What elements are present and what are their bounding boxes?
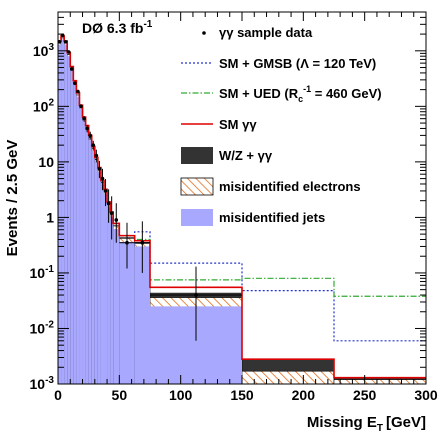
y-tick-label: 102 <box>33 97 55 114</box>
x-tick-label: 0 <box>54 387 62 403</box>
hist-bar-misidentified-jets <box>85 129 89 384</box>
hist-bar-misidentified-jets <box>61 39 65 384</box>
hist-bar-misidentified-jets <box>79 108 83 384</box>
legend-entry: misidentified electrons <box>219 179 361 194</box>
legend-entry: SM + UED (Rc-1 = 460 GeV) <box>219 84 382 104</box>
data-point <box>114 203 119 243</box>
hist-bar-misidentified-jets <box>107 207 111 384</box>
legend-marker-wz <box>181 147 213 164</box>
hist-bar-misidentified-jets <box>94 161 98 384</box>
y-axis-label: Events / 2.5 GeV <box>4 140 21 257</box>
data-point <box>94 149 99 163</box>
hist-bar-misidentified-jets <box>88 139 92 384</box>
y-tick-label: 10 <box>38 154 54 170</box>
data-point <box>103 179 108 207</box>
hist-bar-misidentified-electrons <box>241 370 335 384</box>
data-point <box>76 89 80 94</box>
hist-bar-misidentified-jets <box>58 44 62 384</box>
hist-bar-misidentified-jets <box>82 120 86 384</box>
hist-bar-misidentified-jets <box>104 194 108 384</box>
hist-bar-misidentified-jets <box>110 217 114 384</box>
y-tick-label: 10-3 <box>30 375 55 392</box>
data-point <box>70 67 74 71</box>
experiment-header: DØ 6.3 fb-1 <box>82 19 153 36</box>
x-tick-label: 200 <box>292 387 316 403</box>
hist-bar-misidentified-jets <box>100 185 104 384</box>
hist-bar-misidentified-jets <box>119 242 135 384</box>
legend-entry: W/Z + γγ <box>219 148 273 163</box>
hist-bar-misidentified-jets <box>64 44 68 384</box>
data-point <box>58 40 62 44</box>
hist-bar-misidentified-jets <box>134 246 150 384</box>
data-point <box>63 40 68 44</box>
x-tick-label: 100 <box>169 387 193 403</box>
x-tick-label: 50 <box>112 387 128 403</box>
hist-bar-misidentified-jets <box>76 96 80 384</box>
legend-entry: SM + GMSB (Λ = 120 TeV) <box>219 56 376 71</box>
model-lines-layer <box>58 35 426 379</box>
legend-entry: SM γγ <box>219 117 257 132</box>
y-tick-label: 10-2 <box>30 319 55 336</box>
y-tick-label: 10-1 <box>30 264 55 281</box>
legend: γγ sample data SM + GMSB (Λ = 120 TeV) SM … <box>180 25 382 226</box>
data-point <box>79 104 83 109</box>
hist-bar-misidentified-jets <box>67 56 71 384</box>
hist-bar-misidentified-jets <box>73 84 77 384</box>
hist-bar-misidentified-jets <box>113 228 120 384</box>
data-point <box>100 168 105 191</box>
x-tick-label: 150 <box>230 387 254 403</box>
data-point <box>88 131 92 140</box>
axes-layer: 0 50 100 150 200 250 300 10-3 10-2 10-1 1 10 102 103 <box>30 11 438 403</box>
data-point <box>91 140 96 151</box>
x-tick-label: 300 <box>414 387 438 403</box>
data-point <box>82 116 86 122</box>
x-axis-label: Missing ET [GeV] <box>307 414 426 434</box>
data-point <box>85 125 89 133</box>
data-point <box>73 81 77 86</box>
legend-entry: misidentified jets <box>219 210 325 225</box>
legend-marker-data <box>202 31 206 35</box>
hist-bar-misidentified-electrons <box>333 379 426 384</box>
series-line-line <box>58 35 426 379</box>
x-tick-label: 250 <box>353 387 377 403</box>
hist-bar-misidentified-jets <box>70 70 74 384</box>
legend-entry: γγ sample data <box>219 25 313 40</box>
y-tick-label: 103 <box>33 42 55 59</box>
hist-bar-misidentified-jets <box>91 150 95 384</box>
data-point <box>97 160 102 179</box>
hist-bar-misidentified-jets <box>97 172 101 384</box>
legend-marker-electrons <box>180 177 214 196</box>
legend-marker-jets <box>181 209 213 226</box>
data-point <box>109 196 114 240</box>
y-tick-label: 1 <box>46 209 54 225</box>
data-point <box>106 189 111 223</box>
